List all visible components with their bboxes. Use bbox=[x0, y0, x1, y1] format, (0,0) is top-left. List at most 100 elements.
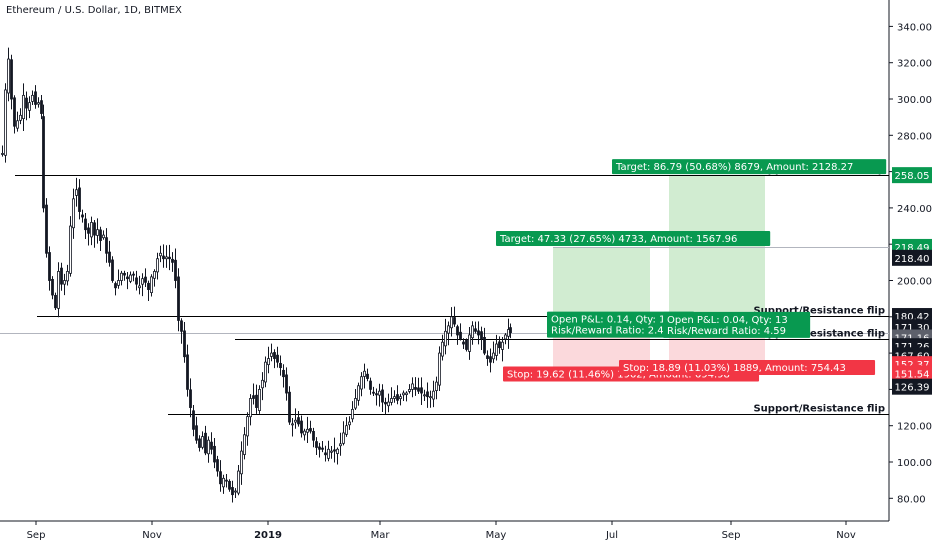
candle-body bbox=[483, 336, 486, 354]
candle-body bbox=[342, 432, 345, 444]
candle-body bbox=[237, 470, 240, 494]
pnl-label-2-box bbox=[663, 311, 811, 338]
y-tick-label: 300.00 bbox=[897, 95, 932, 106]
candle-body bbox=[366, 373, 369, 379]
candle-body bbox=[405, 392, 408, 395]
x-tick-label: Sep bbox=[722, 530, 741, 541]
candle-body bbox=[447, 325, 450, 334]
candle-body bbox=[31, 94, 34, 102]
candle-body bbox=[10, 59, 13, 100]
candle-body bbox=[432, 390, 435, 400]
candle-body bbox=[243, 434, 246, 455]
candle-body bbox=[135, 277, 138, 285]
y-tick-label: 80.00 bbox=[897, 494, 926, 505]
candle-body bbox=[348, 421, 351, 426]
candle-body bbox=[435, 381, 438, 391]
y-tick-label: 280.00 bbox=[897, 131, 932, 142]
candle-body bbox=[381, 389, 384, 403]
candle-body bbox=[276, 354, 279, 363]
candle-body bbox=[4, 89, 7, 156]
candle-body bbox=[354, 398, 357, 409]
candle-body bbox=[75, 189, 78, 196]
candle-body bbox=[219, 471, 222, 485]
sr-flip-label: Support/Resistance flip bbox=[753, 306, 885, 317]
candle-body bbox=[234, 490, 237, 493]
candle-body bbox=[509, 327, 512, 333]
price-badge-label: 180.42 bbox=[895, 312, 930, 323]
candle-body bbox=[45, 204, 48, 254]
candle-body bbox=[414, 387, 417, 390]
candle-body bbox=[477, 330, 480, 336]
candle-body bbox=[486, 355, 489, 359]
target-label-1-box bbox=[496, 230, 771, 246]
candle-body bbox=[126, 276, 129, 280]
y-tick-label: 240.00 bbox=[897, 204, 932, 215]
candle-body bbox=[279, 362, 282, 369]
candle-body bbox=[159, 252, 162, 257]
candle-body bbox=[78, 187, 81, 212]
candle-body bbox=[270, 352, 273, 357]
candle-body bbox=[288, 391, 291, 423]
x-tick-label: Mar bbox=[371, 530, 391, 541]
sr-flip-label: Support/Resistance flip bbox=[753, 329, 885, 340]
candle-body bbox=[267, 358, 270, 366]
candle-body bbox=[147, 282, 150, 290]
candle-body bbox=[165, 256, 168, 260]
candle-body bbox=[207, 439, 210, 455]
candle-body bbox=[330, 450, 333, 453]
sr-flip-label: Support/Resistance flip bbox=[753, 404, 885, 415]
candle-body bbox=[204, 432, 207, 454]
candle-body bbox=[423, 394, 426, 397]
candle-body bbox=[363, 370, 366, 377]
candle-body bbox=[93, 222, 96, 236]
candle-body bbox=[84, 218, 87, 231]
price-badge-label: 171.30 bbox=[895, 323, 930, 334]
x-tick-label: May bbox=[486, 530, 507, 541]
candle-body bbox=[213, 445, 216, 463]
candle-body bbox=[285, 374, 288, 394]
y-tick-label: 100.00 bbox=[897, 458, 932, 469]
candle-body bbox=[40, 100, 43, 114]
candle-body bbox=[183, 330, 186, 358]
candle-body bbox=[22, 94, 25, 120]
price-badge-10 bbox=[892, 365, 932, 382]
candle-body bbox=[255, 394, 258, 408]
candle-body bbox=[480, 331, 483, 339]
candle-body bbox=[357, 385, 360, 401]
price-badge-label: 258.05 bbox=[895, 171, 930, 182]
candle-body bbox=[393, 396, 396, 399]
candle-body bbox=[387, 401, 390, 407]
candle-body bbox=[297, 417, 300, 425]
candle-body bbox=[465, 340, 468, 350]
candle-body bbox=[468, 334, 471, 352]
candle-body bbox=[141, 278, 144, 285]
candle-body bbox=[273, 352, 276, 359]
candle-body bbox=[327, 448, 330, 459]
candle-body bbox=[180, 320, 183, 332]
candle-body bbox=[120, 272, 123, 281]
price-badge-label: 151.54 bbox=[895, 369, 930, 380]
candle-body bbox=[25, 97, 28, 109]
candle-body bbox=[186, 354, 189, 390]
candle-body bbox=[384, 401, 387, 405]
candle-body bbox=[216, 459, 219, 472]
candle-body bbox=[315, 441, 318, 448]
x-tick-label: Nov bbox=[142, 530, 162, 541]
candle-body bbox=[303, 430, 306, 436]
candle-body bbox=[261, 379, 264, 389]
candle-body bbox=[309, 428, 312, 432]
candle-body bbox=[324, 452, 327, 456]
candle-body bbox=[399, 396, 402, 400]
candle-body bbox=[105, 237, 108, 254]
candle-body bbox=[456, 326, 459, 336]
candle-body bbox=[54, 294, 57, 309]
candle-body bbox=[153, 271, 156, 279]
price-badge-label: 218.40 bbox=[895, 254, 930, 265]
candle-body bbox=[81, 214, 84, 218]
candle-body bbox=[252, 395, 255, 399]
candle-body bbox=[450, 316, 453, 329]
candle-body bbox=[300, 420, 303, 434]
pnl-label-1-box bbox=[547, 311, 695, 338]
pnl-label-2: Open P&L: 0.04, Qty: 13 bbox=[667, 315, 788, 326]
